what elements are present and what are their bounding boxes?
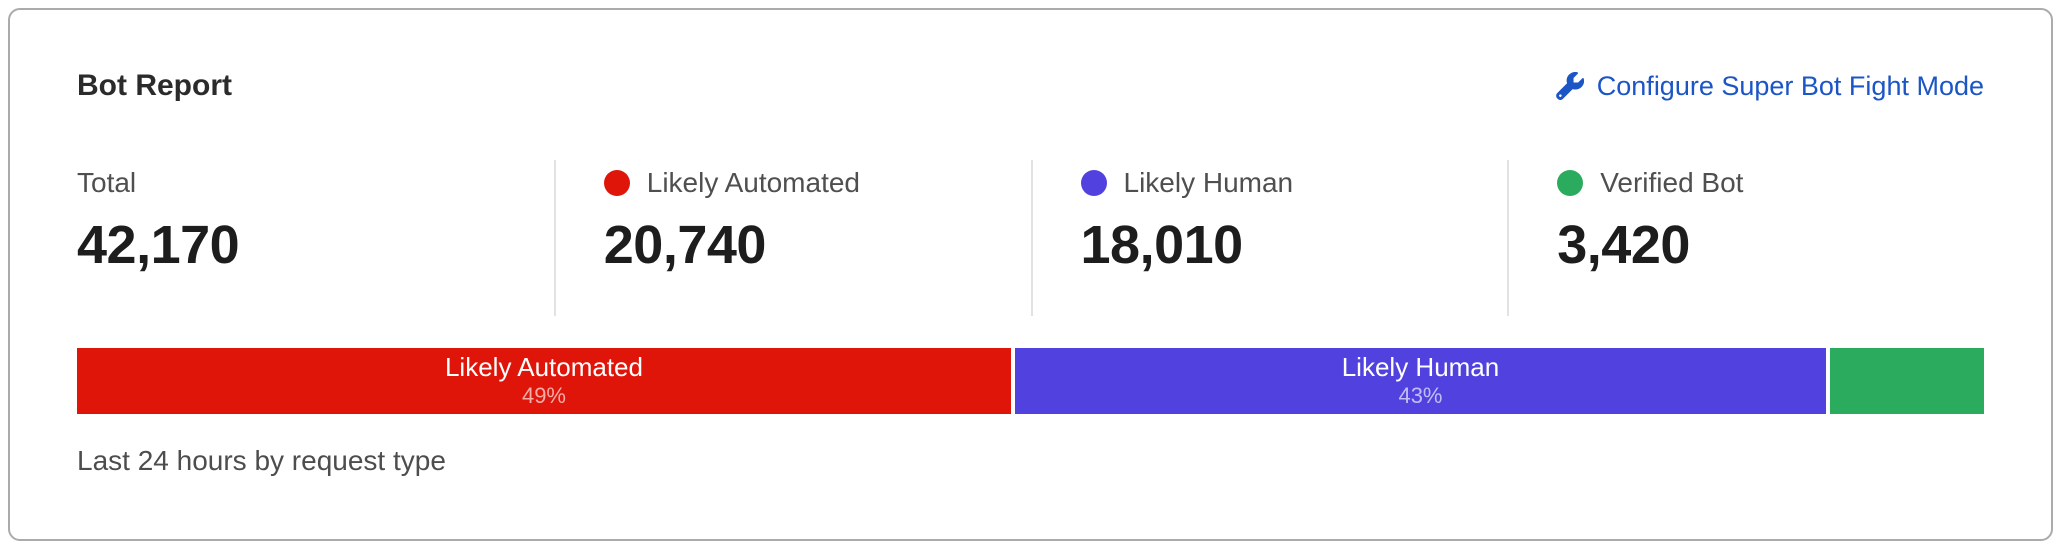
stat-total: Total 42,170 [77, 160, 554, 316]
stat-total-value: 42,170 [77, 214, 240, 275]
likely-automated-dot-icon [603, 169, 630, 196]
bar-segment-likely-human: Likely Human 43% [1014, 347, 1826, 414]
stat-likely-automated-label: Likely Automated [646, 167, 860, 198]
likely-human-dot-icon [1080, 169, 1107, 196]
stacked-bar-chart: Likely Automated 49% Likely Human 43% [77, 347, 1985, 414]
stat-total-label: Total [77, 167, 137, 198]
stat-total-label-row: Total [77, 166, 554, 200]
segment-label: Likely Human [1341, 351, 1500, 382]
stat-likely-human-label: Likely Human [1123, 167, 1294, 198]
card-header: Bot Report Configure Super Bot Fight Mod… [77, 68, 1984, 104]
configure-link-label: Configure Super Bot Fight Mode [1596, 70, 1984, 101]
bar-segment-likely-automated: Likely Automated 49% [77, 347, 1011, 414]
segment-percent: 43% [1398, 383, 1443, 409]
stats-row: Total 42,170 Likely Automated 20,740 Lik… [77, 160, 1984, 316]
page-title: Bot Report [77, 69, 232, 102]
configure-super-bot-fight-mode-link[interactable]: Configure Super Bot Fight Mode [1555, 70, 1984, 102]
segment-percent: 49% [521, 383, 566, 409]
stat-likely-human: Likely Human 18,010 [1030, 160, 1508, 316]
stat-likely-human-label-row: Likely Human [1080, 166, 1508, 200]
verified-bot-dot-icon [1557, 169, 1584, 196]
stat-likely-automated-label-row: Likely Automated [603, 166, 1031, 200]
stat-verified-bot: Verified Bot 3,420 [1507, 160, 1984, 316]
stat-likely-automated: Likely Automated 20,740 [553, 160, 1031, 316]
stat-likely-human-value: 18,010 [1080, 214, 1244, 275]
stat-verified-bot-value: 3,420 [1557, 214, 1690, 275]
stat-verified-bot-label: Verified Bot [1600, 167, 1744, 198]
bot-report-card: Bot Report Configure Super Bot Fight Mod… [8, 8, 2053, 541]
stat-likely-automated-value: 20,740 [603, 214, 767, 275]
stat-verified-bot-label-row: Verified Bot [1557, 166, 1984, 200]
chart-caption: Last 24 hours by request type [77, 444, 446, 476]
segment-label: Likely Automated [444, 351, 643, 382]
wrench-icon [1555, 72, 1584, 100]
bar-segment-verified-bot [1830, 347, 1985, 414]
